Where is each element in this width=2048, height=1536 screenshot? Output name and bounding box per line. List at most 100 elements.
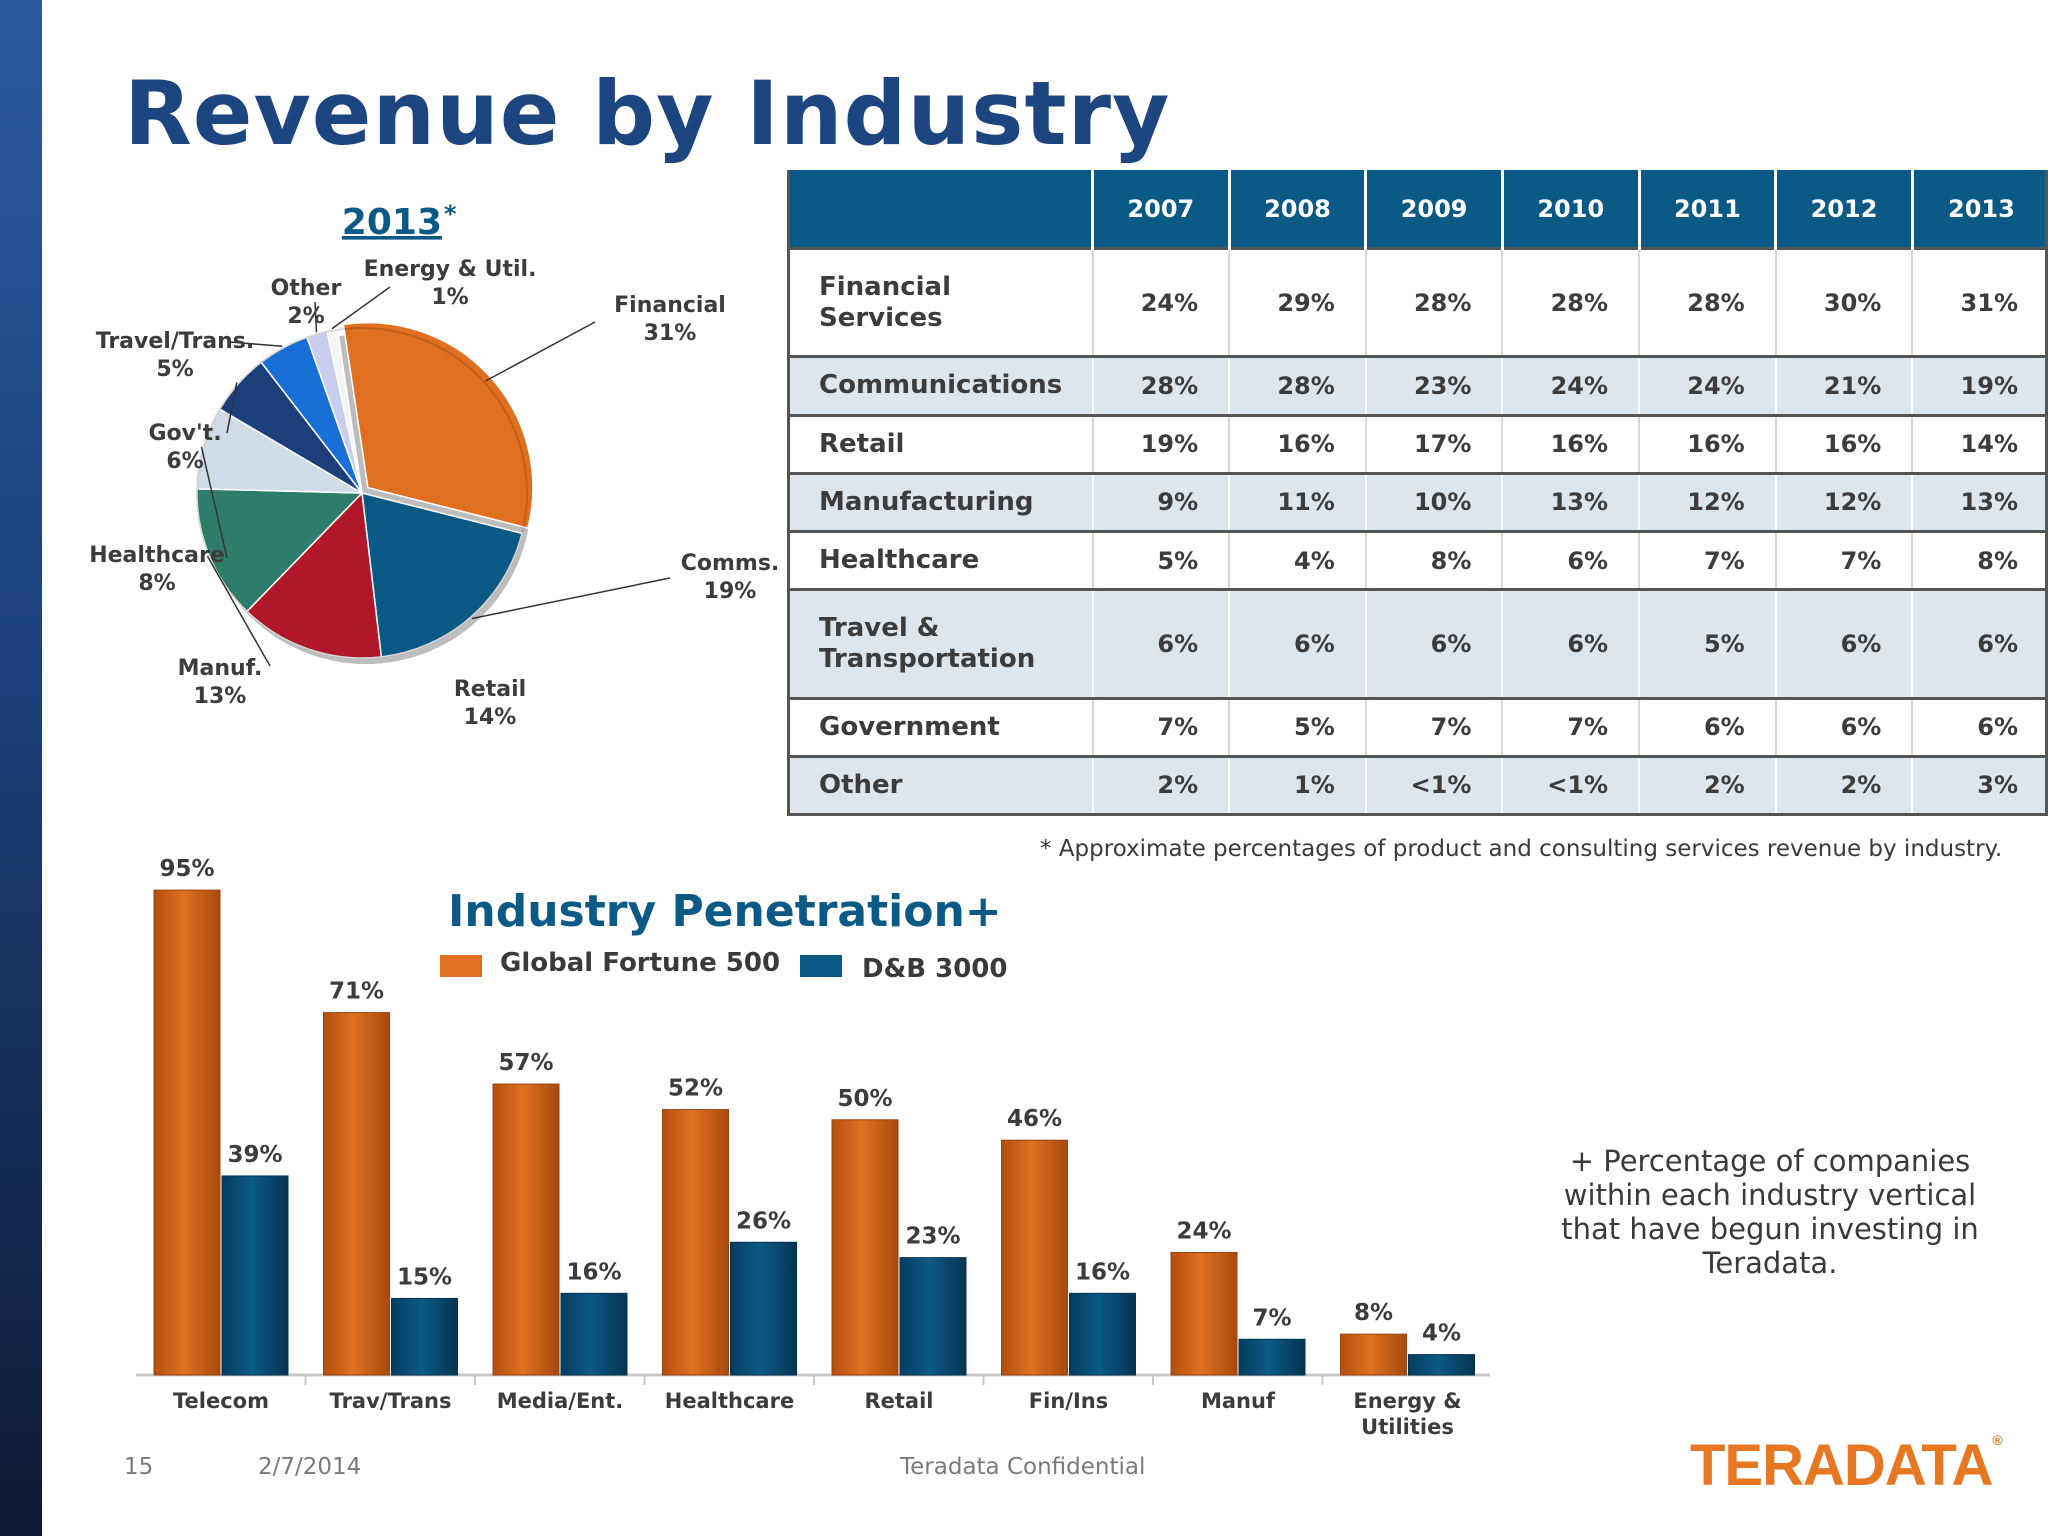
logo-registered-mark: ® [1992,1432,2002,1448]
bar-dnb [1238,1338,1306,1376]
table-header-year: 2008 [1229,170,1368,249]
table-cell: 2% [1639,754,1777,817]
table-cell: 3% [1912,754,2048,817]
table-cell: 7% [1092,696,1231,757]
bar-dnb [221,1175,289,1376]
table-cell: 24% [1639,355,1777,416]
legend-label-dnb: D&B 3000 [862,954,1008,984]
pie-slice-value: 1% [431,285,468,310]
table-cell: 6% [1365,588,1504,698]
pie-title-asterisk: * [444,200,457,228]
bar-value-label: 16% [566,1259,621,1285]
table-row-label: Government [789,696,1094,757]
bar-value-label: 23% [905,1224,960,1250]
revenue-table: 2007 2008 2009 2010 2011 2012 2013 Financial S… [789,170,2048,817]
category-label: Fin/Ins [1029,1389,1108,1413]
bar-value-label: 7% [1252,1305,1291,1331]
bar-fortune [831,1119,899,1376]
table-cell: 6% [1639,696,1777,757]
table-row-label: Manufacturing [789,471,1094,532]
table-row: Healthcare 5% 4% 8% 6% 7% 7% 8% [789,529,2048,590]
table-header-row: 2007 2008 2009 2010 2011 2012 2013 [789,170,2048,249]
table-row: Travel & Transportation 6% 6% 6% 6% 5% 6% 6% [789,588,2048,698]
pie-slice [196,488,364,613]
table-cell: 14% [1912,413,2048,474]
slide-date: 2/7/2014 [258,1454,362,1480]
table-cell: 7% [1639,529,1777,590]
bar-value-label: 46% [1007,1106,1062,1132]
pie-outline [196,327,528,659]
pie-leader-line [206,555,271,667]
table-cell: 7% [1365,696,1504,757]
table-row-label: Travel & Transportation [789,588,1094,698]
table-cell: 24% [1092,246,1231,357]
table-cell: 2% [1092,754,1231,817]
pie-slice-label: Healthcare [89,543,225,568]
slide-title: Revenue by Industry [124,62,1171,165]
pie-slice-label: Comms. [681,551,780,576]
table-cell: 6% [1229,588,1367,698]
bar-fortune [662,1109,729,1376]
confidential-label: Teradata Confidential [900,1454,1146,1480]
table-row: Government 7% 5% 7% 7% 6% 6% 6% [789,696,2048,757]
pie-slice-label: Travel/Trans. [96,329,255,354]
category-label: Utilities [1361,1415,1454,1439]
table-header-year: 2011 [1639,170,1778,249]
table-cell: 19% [1092,413,1231,474]
table-header-year: 2007 [1092,170,1231,249]
table-row: Other 2% 1% <1% <1% 2% 2% 3% [789,754,2048,817]
table-cell: 28% [1229,355,1367,416]
table-row-label: Communications [789,355,1094,416]
pie-slice [342,321,534,529]
bar-fortune [1340,1333,1407,1376]
category-label: Retail [864,1389,933,1413]
table-cell: 7% [1502,696,1641,757]
table-cell: 30% [1775,246,1914,357]
table-row-label: Retail [789,413,1094,474]
table-cell: 7% [1775,529,1914,590]
bar-fortune [1170,1251,1238,1376]
table-cell: 11% [1229,471,1367,532]
logo-text: TERADATA [1690,1433,1993,1498]
legend-swatch-dnb [800,955,842,977]
pie-leader-line [200,446,228,559]
table-cell: 19% [1912,355,2048,416]
table-header-year: 2009 [1365,170,1504,249]
table-cell: 10% [1365,471,1504,532]
pie-leader-line [226,382,238,434]
pie-slice-value: 13% [194,684,247,709]
table-cell: 24% [1502,355,1641,416]
bar-chart: 95% 39% Telecom 71% 15% Trav/Trans 57% 16% Media… [136,856,1490,1439]
bar-fortune [1001,1139,1068,1376]
table-row-label: Healthcare [789,529,1094,590]
page-number: 15 [124,1454,154,1480]
pie-slice-label: Energy & Util. [364,257,537,282]
table-cell: 12% [1775,471,1914,532]
category-label: Energy & [1353,1389,1461,1413]
table-cell: 1% [1229,754,1367,817]
pie-title: 2013 [342,202,442,243]
table-cell: 6% [1502,529,1641,590]
legend-label-fortune: Global Fortune 500 [500,948,781,978]
category-label: Manuf [1201,1389,1276,1413]
pie-leader-line [485,321,596,382]
pie-leader-line [229,341,283,348]
pie-slice-value: 31% [644,321,697,346]
table-cell: 16% [1775,413,1914,474]
pie-leader-line [314,301,318,333]
pie-slice-value: 19% [704,579,757,604]
table-cell: 28% [1365,246,1504,357]
bar-value-label: 26% [736,1208,791,1234]
bar-value-label: 71% [329,979,384,1005]
table-cell: 28% [1502,246,1641,357]
table-cell: 13% [1502,471,1641,532]
table-cell: 16% [1639,413,1777,474]
table-cell: <1% [1365,754,1504,817]
category-label: Media/Ent. [497,1389,624,1413]
bar-fortune [323,1012,390,1376]
pie-leader-line [331,286,391,330]
table-header-corner [789,170,1094,249]
table-cell: 6% [1092,588,1231,698]
table-cell: 5% [1639,588,1777,698]
table-header-year: 2010 [1502,170,1641,249]
